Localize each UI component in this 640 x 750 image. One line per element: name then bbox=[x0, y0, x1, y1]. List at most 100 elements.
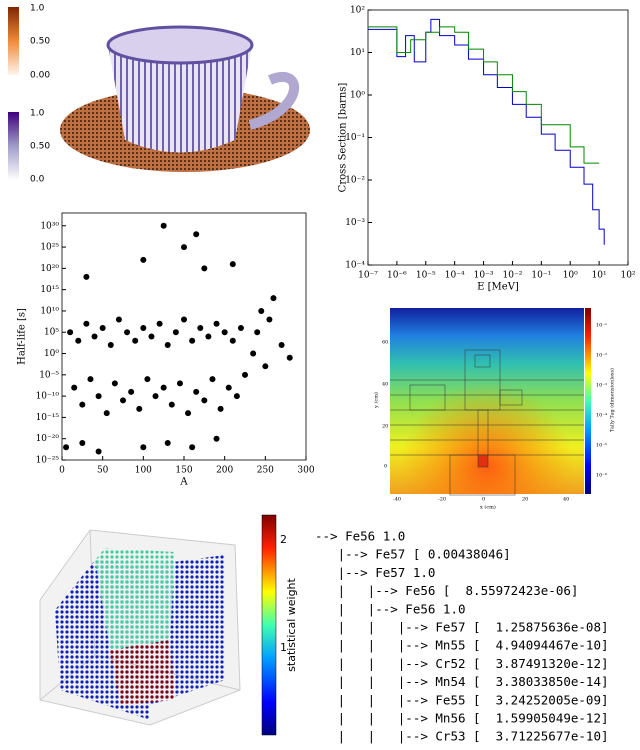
data-point bbox=[91, 333, 98, 340]
tree-line: | | |--> Cr53 [ 3.71225677e-10] bbox=[315, 729, 609, 744]
data-line bbox=[368, 26, 600, 164]
y-tick-label: 40 bbox=[382, 382, 388, 388]
data-point bbox=[124, 329, 131, 336]
y-tick-label: 10⁻⁴ bbox=[345, 261, 365, 271]
y-tick-label: 20 bbox=[382, 424, 388, 430]
tree-line: | | |--> Mn55 [ 4.94094467e-10] bbox=[315, 638, 609, 653]
data-point bbox=[237, 324, 244, 331]
data-point bbox=[79, 401, 86, 408]
tree-line: | | |--> Mn54 [ 3.38033850e-14] bbox=[315, 674, 609, 689]
data-point bbox=[197, 324, 204, 331]
data-point bbox=[107, 342, 114, 349]
tree-line: | |--> Fe56 1.0 bbox=[315, 601, 466, 616]
y-tick-label: 10⁻¹ bbox=[345, 133, 365, 143]
colorbar-tick: 1.0 bbox=[30, 4, 45, 14]
data-point bbox=[140, 256, 147, 263]
x-tick-label: 300 bbox=[297, 466, 314, 476]
y-tick-label: 10² bbox=[350, 6, 365, 16]
data-point bbox=[103, 410, 110, 417]
x-tick-label: 10² bbox=[620, 271, 635, 281]
data-point bbox=[229, 337, 236, 344]
data-point bbox=[189, 444, 196, 451]
x-tick-label: -20 bbox=[438, 497, 446, 503]
data-point bbox=[156, 320, 163, 327]
colorbar-tick: 1 bbox=[280, 641, 287, 654]
y-tick-label: 10⁰ bbox=[44, 349, 59, 359]
data-point bbox=[213, 435, 220, 442]
data-point bbox=[140, 324, 147, 331]
data-point bbox=[258, 307, 265, 314]
data-point bbox=[83, 320, 90, 327]
colorbar-tick: 0.50 bbox=[30, 37, 50, 47]
data-point bbox=[67, 329, 74, 336]
data-point bbox=[99, 324, 106, 331]
data-point bbox=[201, 397, 208, 404]
data-point bbox=[75, 337, 82, 344]
x-tick-label: 200 bbox=[216, 466, 233, 476]
data-point bbox=[221, 329, 228, 336]
y-tick-label: 10³⁰ bbox=[40, 221, 59, 231]
data-point bbox=[79, 439, 86, 446]
data-point bbox=[140, 444, 147, 451]
data-point bbox=[229, 261, 236, 268]
y-tick-label: 10⁻²⁰ bbox=[36, 434, 60, 444]
y-tick-label: 10⁵ bbox=[44, 328, 59, 338]
data-point bbox=[201, 265, 208, 272]
x-tick-label: 50 bbox=[97, 466, 109, 476]
y-tick-label: 10²⁵ bbox=[40, 243, 59, 253]
y-tick-label: 10¹ bbox=[350, 48, 365, 58]
x-tick-label: 10¹ bbox=[592, 271, 607, 281]
data-point bbox=[95, 393, 102, 400]
data-point bbox=[83, 273, 90, 280]
tree-line: | |--> Fe56 [ 8.55972423e-06] bbox=[315, 583, 578, 598]
colorbar-tick: 2 bbox=[280, 533, 287, 546]
data-point bbox=[87, 376, 94, 383]
y-tick-label: 10⁻² bbox=[345, 176, 365, 186]
cluster bbox=[95, 548, 175, 650]
colorbar-tick: 10⁻⁴ bbox=[596, 413, 607, 419]
data-point bbox=[278, 342, 285, 349]
decay-tree: --> Fe56 1.0 |--> Fe57 [ 0.00438046] |--… bbox=[315, 529, 609, 744]
x-tick-label: 10⁻² bbox=[503, 271, 523, 281]
data-point bbox=[95, 448, 102, 455]
data-point bbox=[144, 376, 151, 383]
data-point bbox=[71, 384, 78, 391]
data-point bbox=[286, 354, 293, 361]
data-point bbox=[176, 380, 183, 387]
x-tick-label: 10⁻¹ bbox=[531, 271, 551, 281]
colorbar-tick: 1.0 bbox=[30, 109, 45, 119]
y-tick-label: 10⁻¹⁵ bbox=[36, 413, 60, 423]
data-point bbox=[164, 342, 171, 349]
x-axis-label: E [MeV] bbox=[477, 282, 519, 293]
cup-handle bbox=[248, 72, 300, 130]
data-point bbox=[225, 384, 232, 391]
colorbar-tick: 10⁻⁵ bbox=[596, 443, 607, 449]
data-point bbox=[209, 376, 216, 383]
mesh-tally-panel: -40 -20 0 20 40 x (cm) 0 20 40 60 y (cm)… bbox=[373, 305, 616, 511]
y-axis-label: y (cm) bbox=[373, 392, 380, 409]
colorbar bbox=[261, 514, 277, 736]
x-tick-label: -40 bbox=[393, 497, 401, 503]
scatter3d-panel: 2 1 statistical weight bbox=[39, 514, 298, 736]
data-point bbox=[193, 231, 200, 238]
plot-frame bbox=[367, 9, 629, 266]
y-tick-label: 10²⁰ bbox=[40, 264, 59, 274]
x-tick-label: 100 bbox=[135, 466, 152, 476]
x-tick-label: 10⁰ bbox=[563, 271, 578, 281]
cup-body bbox=[108, 45, 252, 153]
x-tick-label: 40 bbox=[563, 497, 569, 503]
y-tick-label: 60 bbox=[382, 340, 388, 346]
tree-line: | | |--> Mn56 [ 1.59905049e-12] bbox=[315, 711, 609, 726]
y-tick-label: 10⁻²⁵ bbox=[36, 456, 60, 466]
y-tick-label: 10⁻³ bbox=[345, 218, 365, 228]
data-point bbox=[185, 410, 192, 417]
colorbar-tick: 0.00 bbox=[30, 71, 50, 81]
colorbar-tick: 10⁻¹ bbox=[596, 323, 607, 329]
colorbar-tick: 0.0 bbox=[30, 175, 45, 185]
y-tick-label: 0 bbox=[384, 464, 387, 470]
data-point bbox=[128, 388, 135, 395]
y-tick-label: 10⁻¹⁰ bbox=[36, 392, 60, 402]
x-axis-label: A bbox=[179, 477, 188, 488]
tree-line: |--> Fe57 [ 0.00438046] bbox=[315, 547, 511, 562]
